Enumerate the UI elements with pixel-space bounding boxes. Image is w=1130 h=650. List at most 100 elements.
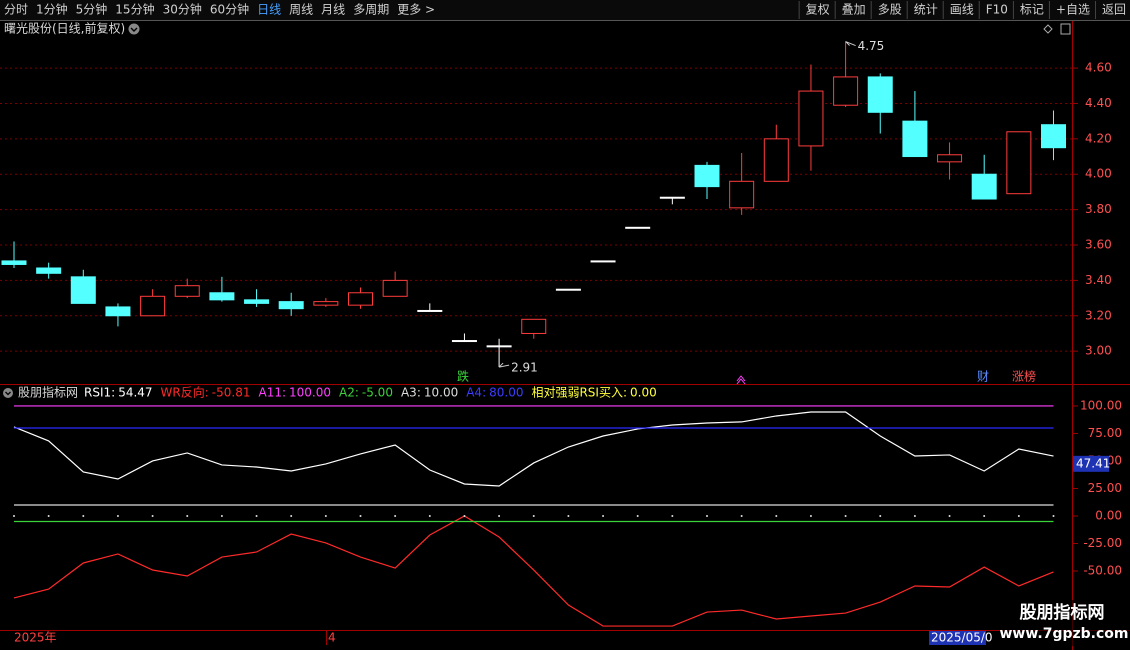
indicator-menu-icon[interactable] (3, 388, 13, 398)
signal-dot (636, 514, 639, 517)
indicator-title: 股朋指标网 (18, 385, 78, 400)
legend-name[interactable]: WR反向: (161, 385, 209, 400)
y-tick-label: 3.80 (1085, 202, 1112, 216)
title-menu-icon[interactable] (128, 23, 140, 35)
candle-body (625, 226, 651, 229)
signal-dot (255, 514, 258, 517)
y-tick-label: 4.40 (1085, 96, 1112, 110)
candle-body (382, 279, 408, 297)
signal-dot (13, 514, 15, 517)
candle-body (174, 285, 200, 297)
toolbar-button[interactable]: 复权 (806, 3, 830, 17)
square-icon[interactable] (1060, 23, 1071, 35)
y-tick-label: 3.20 (1085, 308, 1112, 322)
toolbar-button[interactable]: 返回 (1102, 3, 1126, 17)
signal-dot (706, 514, 708, 517)
y-tick-label: -25.00 (1083, 536, 1122, 550)
candle-body (833, 76, 859, 106)
candle-body (105, 306, 131, 317)
signal-dot (290, 514, 293, 517)
toolbar-bg (0, 0, 1130, 20)
signal-dot (740, 514, 743, 517)
signal-dot (775, 514, 778, 517)
toolbar-tab[interactable]: 月线 (321, 3, 345, 17)
signal-dot (1052, 514, 1055, 517)
candle-body (659, 196, 685, 199)
max-pointer (845, 41, 856, 47)
toolbar-button[interactable]: F10 (986, 3, 1008, 17)
toolbar-tab[interactable]: 周线 (289, 3, 313, 17)
legend-value: 10.00 (424, 386, 458, 400)
indicator-menu-arrow (5, 391, 11, 396)
legend-name[interactable]: A3: (401, 386, 421, 400)
candle-body (971, 173, 997, 200)
toolbar-tab[interactable]: 更多 > (397, 3, 435, 17)
candle-body (1, 260, 27, 265)
signal-dot (151, 514, 154, 517)
date-label: 4 (328, 631, 336, 645)
candle-body (451, 340, 477, 343)
cursor-value: 47.41 (1076, 456, 1110, 470)
signal-dot (532, 514, 535, 517)
signal-dot (47, 514, 50, 517)
signal-dot (428, 514, 431, 517)
signal-dot (671, 514, 674, 517)
toolbar-tab[interactable]: 60分钟 (210, 2, 249, 17)
candle-body (70, 276, 96, 304)
legend-name[interactable]: A2: (339, 386, 359, 400)
toolbar-button[interactable]: 多股 (878, 3, 902, 17)
toolbar-tab[interactable]: 多周期 (353, 3, 389, 17)
min-pointer (498, 362, 510, 368)
signal-dot (1017, 514, 1020, 517)
toolbar-button[interactable]: 标记 (1020, 3, 1044, 17)
legend-name[interactable]: 相对强弱RSI买入: (531, 386, 627, 400)
toolbar-tab[interactable]: 15分钟 (115, 2, 154, 17)
event-marker: 跌 (457, 369, 469, 384)
diamond-icon[interactable] (1043, 24, 1053, 34)
signal-dot (844, 514, 847, 517)
signal-dot (567, 514, 570, 517)
signal-dot (809, 514, 812, 517)
event-marker: 涨榜 (1012, 369, 1036, 384)
toolbar-tab[interactable]: 分时 (4, 3, 28, 17)
toolbar-tab[interactable]: 5分钟 (76, 2, 108, 17)
toolbar-button[interactable]: +自选 (1056, 3, 1090, 17)
signal-dot (324, 514, 327, 517)
candle-body (555, 288, 581, 291)
y-tick-label: 25.00 (1088, 481, 1122, 495)
y-tick-label: 100.00 (1080, 398, 1122, 412)
indicator-line (13, 515, 1054, 627)
y-tick-label: 4.60 (1085, 61, 1112, 75)
toolbar-button[interactable]: 叠加 (842, 3, 866, 17)
signal-dot (602, 514, 605, 517)
candle-body (36, 267, 62, 274)
toolbar-button[interactable]: 统计 (914, 3, 938, 17)
chart-title: 曙光股份(日线,前复权) (4, 21, 125, 36)
candle-body (521, 318, 547, 334)
candle-body (798, 90, 824, 147)
max-label: 4.75 (858, 39, 885, 53)
toolbar-tab[interactable]: 1分钟 (36, 2, 68, 17)
legend-name[interactable]: A11: (258, 386, 286, 400)
candle-body (590, 260, 616, 263)
legend-name[interactable]: A4: (466, 386, 486, 400)
toolbar-tab[interactable]: 30分钟 (163, 2, 202, 17)
signal-dot (394, 514, 397, 517)
signal-dot (116, 514, 119, 517)
candle-body (867, 76, 893, 113)
candle-body (244, 299, 270, 304)
date-label: 2025/05/0 (931, 631, 993, 645)
toolbar-button[interactable]: 画线 (950, 3, 974, 17)
title-menu-arrow (130, 27, 138, 32)
legend-value: 100.00 (289, 386, 331, 400)
date-cursor-box (929, 631, 986, 645)
candle-body (1006, 131, 1032, 195)
candle-body (209, 292, 235, 301)
min-label: 2.91 (511, 361, 538, 375)
toolbar-tab[interactable]: 日线 (257, 3, 281, 17)
watermark: 股朋指标网 (1020, 602, 1105, 623)
legend-value: 80.00 (489, 386, 523, 400)
legend-name[interactable]: RSI1: (84, 386, 115, 400)
